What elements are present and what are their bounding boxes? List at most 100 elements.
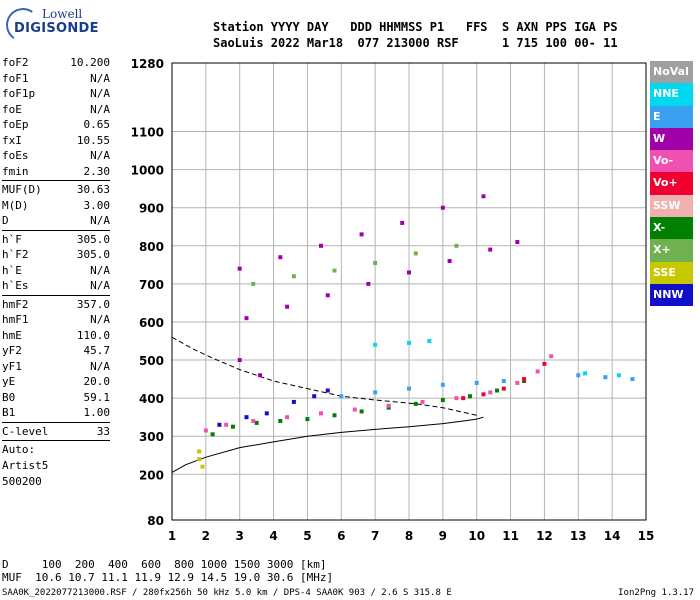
header-line-2: SaoLuis 2022 Mar18 077 213000 RSF 1 715 … — [213, 36, 618, 50]
data-point — [515, 380, 520, 385]
param-key: fmin — [2, 164, 29, 178]
parameter-panel: foF2 10.200 foF1 N/A foF1p N/A foE N/A foEp 0.65 f… — [2, 55, 112, 490]
data-point — [359, 232, 364, 237]
data-point — [495, 388, 500, 393]
data-point — [488, 247, 493, 252]
y-tick-label: 800 — [139, 240, 164, 254]
data-point — [474, 380, 479, 385]
param-value: 33 — [96, 424, 110, 438]
legend-item: E — [650, 105, 693, 128]
data-point — [481, 392, 486, 397]
separator — [2, 421, 110, 423]
x-tick-label: 7 — [371, 529, 379, 543]
data-point — [237, 266, 242, 271]
logo-brand: Lowell — [42, 7, 83, 21]
y-tick-label: 600 — [139, 316, 164, 330]
data-point — [583, 371, 588, 376]
param-value: 357.0 — [76, 297, 110, 311]
data-point — [407, 386, 411, 391]
data-point — [217, 422, 222, 427]
data-point — [603, 375, 608, 380]
param-value: 59.1 — [83, 390, 111, 404]
data-point — [285, 304, 290, 309]
param-key: foE — [2, 102, 22, 116]
station-header: Station YYYY DAY DDD HHMMSS P1 FFS S AXN… — [213, 19, 618, 51]
legend-item: NNW — [650, 283, 693, 307]
param-value: 305.0 — [76, 232, 110, 246]
param-key: hmF1 — [2, 313, 29, 326]
x-tick-label: 14 — [604, 529, 621, 543]
x-tick-label: 11 — [502, 529, 519, 543]
header-line-1: Station YYYY DAY DDD HHMMSS P1 FFS S AXN… — [213, 20, 618, 34]
data-point — [413, 401, 418, 406]
param-key: foEs — [2, 149, 29, 162]
param-value: 110.0 — [76, 328, 110, 342]
param-value: 30.63 — [76, 183, 110, 196]
param-row: fmin 2.30 — [2, 164, 112, 180]
legend-item: W — [650, 127, 693, 151]
data-point — [576, 373, 581, 378]
data-point — [230, 424, 235, 429]
x-tick-label: 9 — [439, 529, 447, 543]
y-tick-label: 80 — [147, 514, 164, 528]
x-tick-label: 13 — [570, 529, 587, 543]
param-key: h`F2 — [2, 248, 29, 261]
data-point — [244, 415, 249, 420]
distance-row: D 100 200 400 600 800 1000 1500 3000 [km… — [2, 558, 327, 571]
x-tick-label: 8 — [405, 529, 413, 543]
data-point — [400, 220, 405, 225]
data-point — [312, 394, 317, 399]
data-point — [210, 432, 215, 437]
param-value: N/A — [90, 102, 110, 116]
param-key: D — [2, 214, 9, 227]
data-point — [224, 422, 229, 427]
data-point — [258, 373, 263, 378]
param-value: N/A — [90, 279, 110, 292]
param-key: yF2 — [2, 344, 22, 357]
param-row: hmE 110.0 — [2, 328, 112, 344]
auto-line: Artist5 — [2, 459, 49, 472]
param-value: N/A — [90, 87, 110, 100]
param-row: h`Es N/A — [2, 278, 112, 294]
param-row: M(D) 3.00 — [2, 198, 112, 214]
param-row: yE 20.0 — [2, 374, 112, 390]
footer-info: SAA0K_2022077213000.RSF / 280fx256h 50 k… — [2, 588, 452, 598]
param-key: foF1 — [2, 71, 29, 85]
x-tick-label: 5 — [303, 529, 311, 543]
data-point — [535, 369, 540, 374]
param-key: foEp — [2, 118, 29, 131]
param-row: hmF1 N/A — [2, 312, 112, 328]
param-row: C-level 33 — [2, 424, 112, 440]
param-row: foEs N/A — [2, 148, 112, 164]
param-row: B0 59.1 — [2, 390, 112, 406]
data-point — [278, 418, 283, 423]
param-key: fxI — [2, 133, 22, 147]
data-point — [373, 342, 378, 347]
legend-item: NNE — [650, 83, 693, 106]
footer-version: Ion2Png 1.3.17 — [618, 588, 694, 598]
data-point — [427, 339, 432, 344]
param-value: N/A — [90, 71, 110, 85]
data-point — [440, 205, 445, 210]
data-point — [373, 390, 378, 395]
data-point — [359, 409, 364, 414]
data-point — [467, 394, 472, 399]
y-tick-label: 1280 — [131, 57, 164, 71]
data-point — [318, 243, 323, 248]
separator — [2, 440, 110, 441]
param-row: MUF(D) 30.63 — [2, 182, 112, 198]
data-point — [264, 411, 269, 416]
data-point — [407, 340, 411, 345]
logo-product: DIGISONDE — [14, 21, 99, 36]
param-row: h`E N/A — [2, 263, 112, 279]
y-tick-label: 300 — [139, 430, 164, 444]
x-tick-label: 4 — [269, 529, 277, 543]
separator — [2, 180, 110, 181]
param-key: B0 — [2, 390, 16, 404]
param-value: 0.65 — [83, 118, 111, 131]
legend: NoVal NNE E W Vo- Vo+ SSW X- X+ SSE NNW — [650, 61, 693, 307]
y-tick-label: 900 — [139, 202, 164, 216]
data-point — [332, 268, 337, 273]
data-point — [481, 194, 486, 199]
param-key: M(D) — [2, 198, 29, 212]
